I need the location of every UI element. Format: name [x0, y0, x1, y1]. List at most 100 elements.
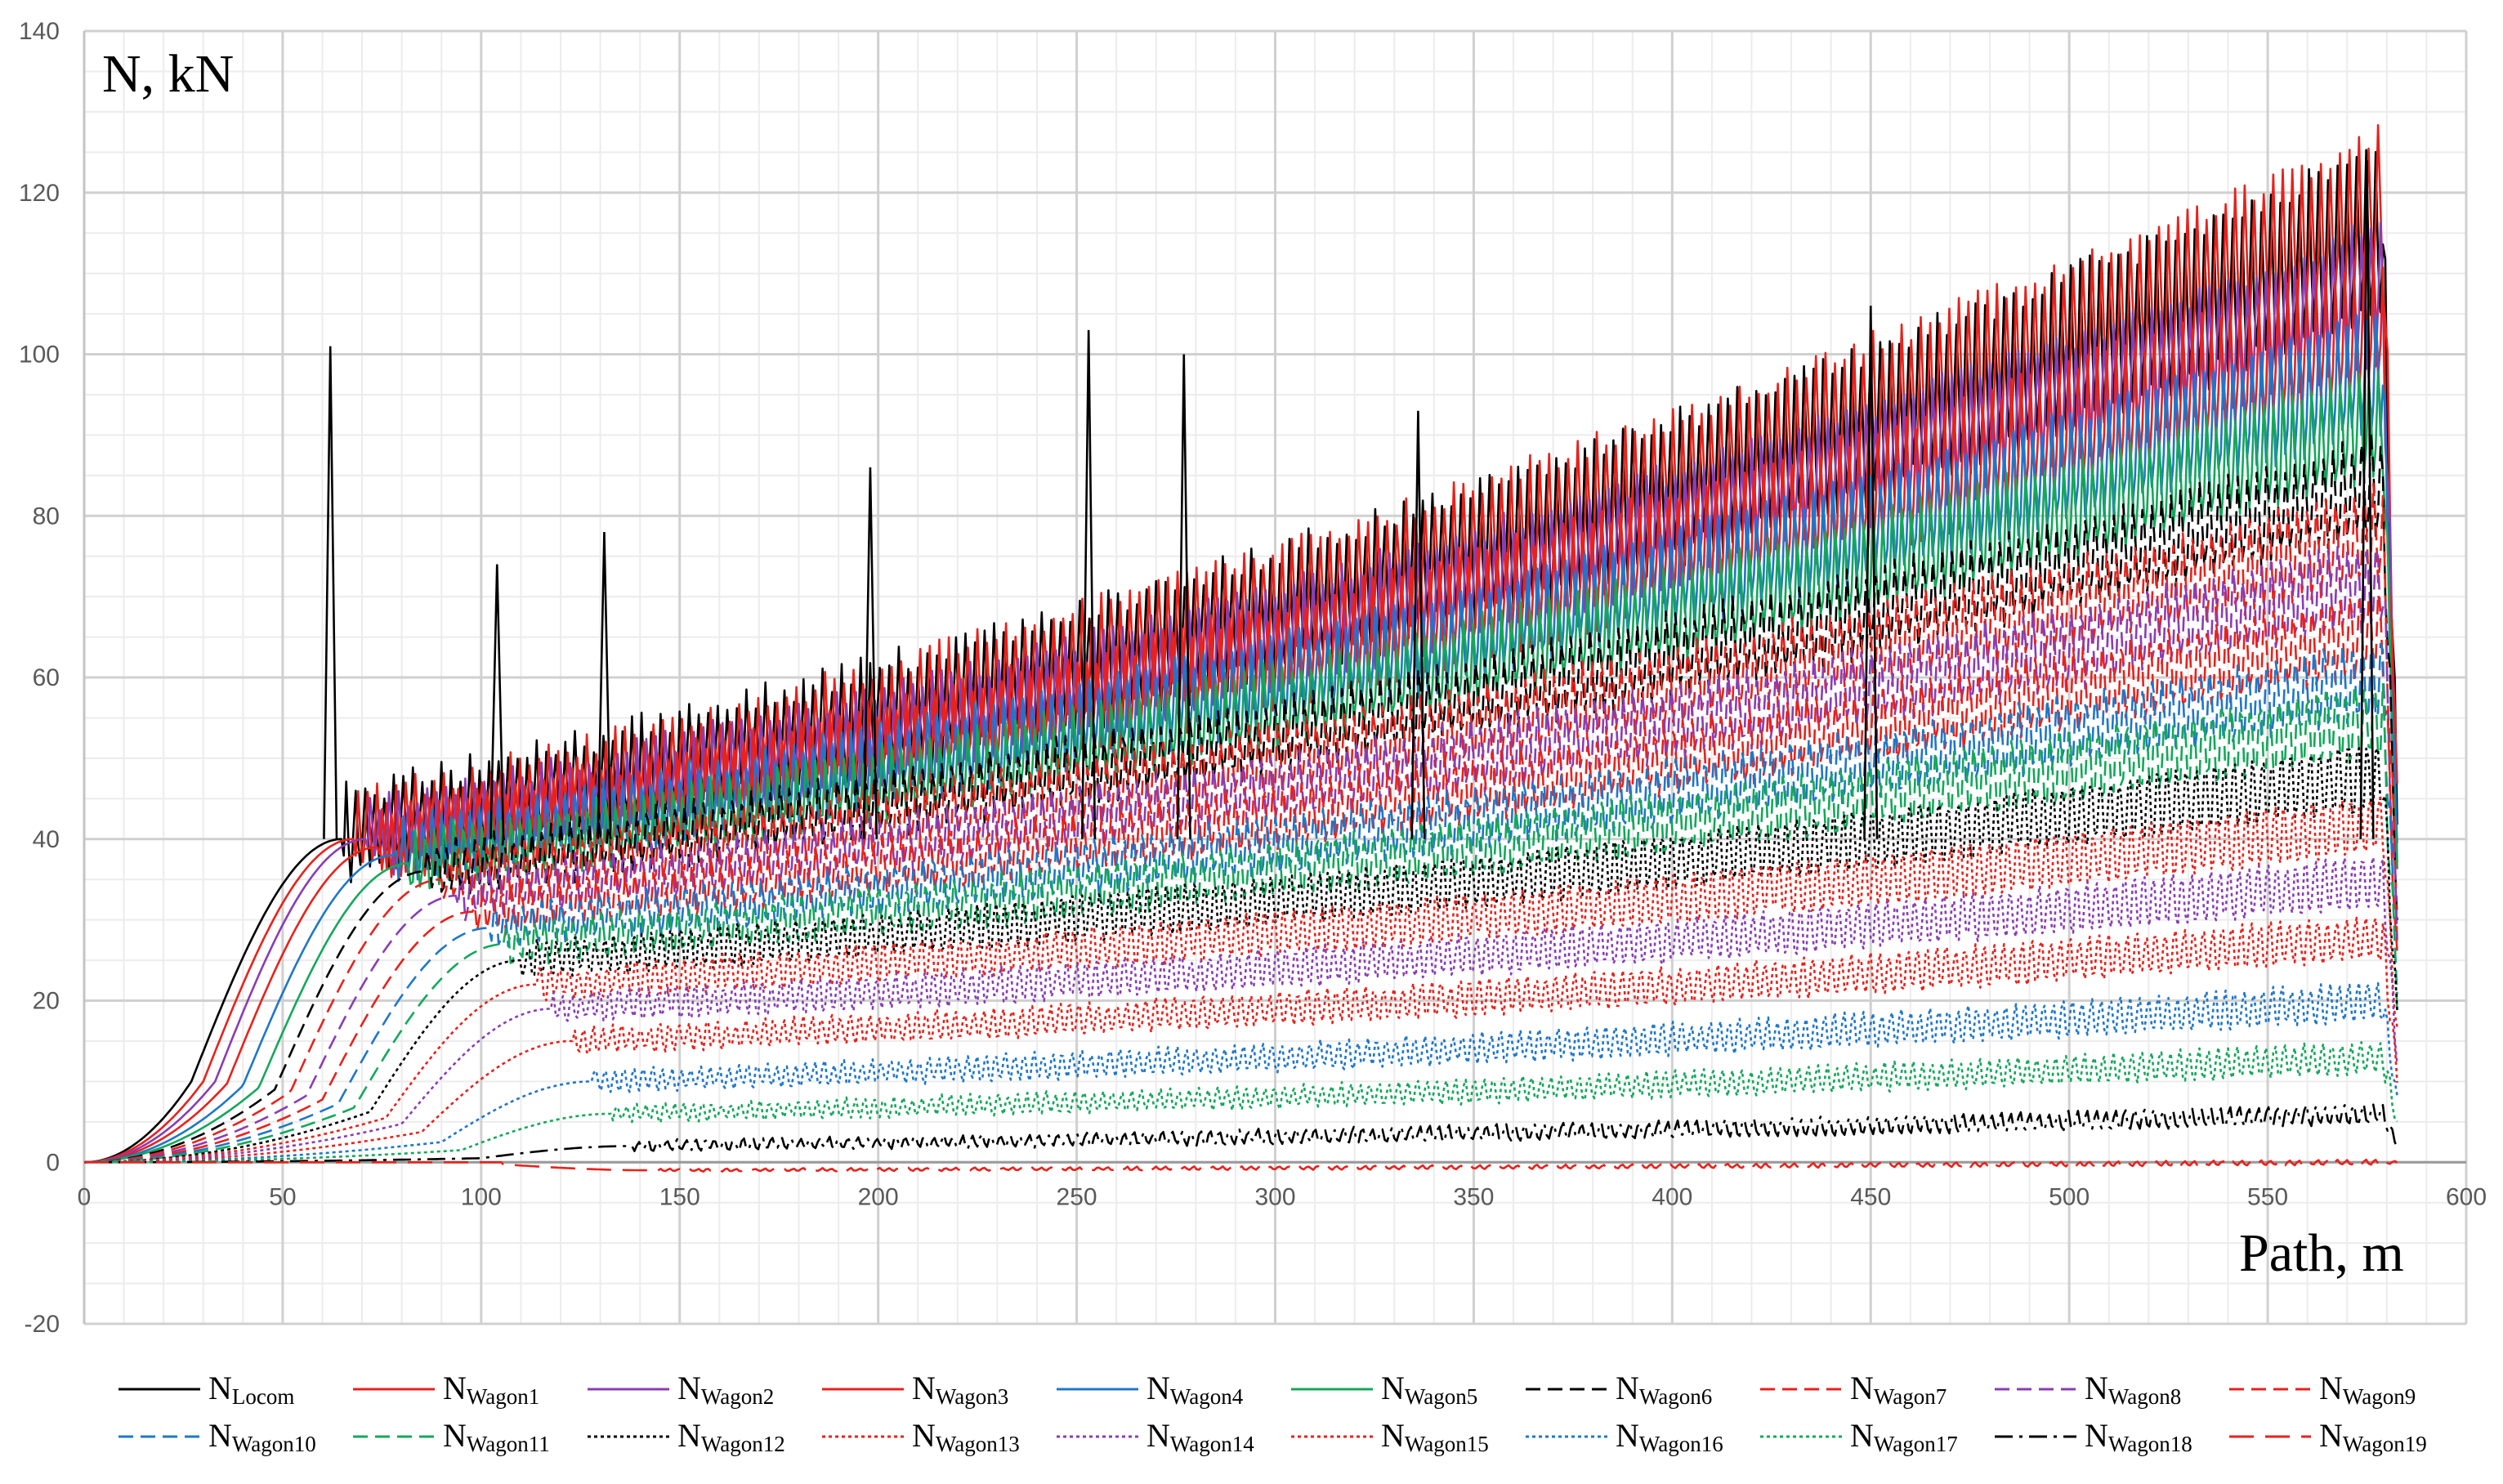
legend-label-subscript: Locom — [232, 1384, 294, 1409]
peak-spike — [323, 346, 338, 839]
legend-label-subscript: Wagon7 — [1874, 1384, 1947, 1409]
legend-label-subscript: Wagon9 — [2343, 1384, 2416, 1409]
legend-label-base: N — [1146, 1417, 1170, 1454]
x-tick-label: 250 — [1057, 1183, 1097, 1210]
y-tick-label: 100 — [19, 342, 60, 369]
legend-label-subscript: Wagon1 — [467, 1384, 539, 1409]
legend-label-subscript: Wagon10 — [232, 1432, 316, 1456]
x-tick-label: 400 — [1652, 1183, 1692, 1210]
legend-label-subscript: Wagon12 — [701, 1432, 785, 1456]
x-tick-label: 450 — [1850, 1183, 1891, 1210]
legend-label: NWagon15 — [1381, 1417, 1489, 1456]
x-tick-label: 550 — [2247, 1183, 2288, 1210]
series-line-wagon14 — [83, 856, 2398, 1164]
legend-label-subscript: Wagon2 — [701, 1384, 774, 1409]
legend-label-subscript: Wagon4 — [1170, 1384, 1244, 1409]
legend-label-subscript: Wagon13 — [936, 1432, 1020, 1456]
series-line-wagon11 — [83, 682, 2398, 1164]
legend-label: NWagon4 — [1146, 1370, 1244, 1409]
peak-spike — [1863, 306, 1879, 839]
y-axis-title: N, kN — [102, 44, 234, 104]
legend-label-base: N — [912, 1417, 936, 1454]
x-tick-label: 0 — [78, 1183, 92, 1210]
legend-label: NWagon9 — [2319, 1370, 2416, 1409]
legend-label: NWagon11 — [443, 1417, 550, 1456]
legend-label-subscript: Wagon19 — [2343, 1432, 2427, 1456]
legend-label: NWagon5 — [1381, 1370, 1477, 1409]
x-tick-label: 300 — [1254, 1183, 1295, 1210]
legend-label-base: N — [1381, 1370, 1405, 1406]
series-line-wagon13 — [83, 796, 2398, 1164]
series-line-locom — [83, 149, 2398, 1164]
legend-label-base: N — [1616, 1417, 1639, 1454]
legend-label-base: N — [1850, 1370, 1874, 1406]
x-tick-label: 200 — [858, 1183, 899, 1210]
legend-label-base: N — [1616, 1370, 1639, 1406]
legend-label-subscript: Wagon17 — [1874, 1432, 1958, 1456]
peak-spike — [862, 467, 878, 839]
legend-label: NWagon7 — [1850, 1370, 1947, 1409]
legend-label-subscript: Wagon11 — [467, 1432, 550, 1456]
series-line-wagon7 — [83, 482, 2398, 1164]
legend-label-subscript: Wagon6 — [1639, 1384, 1712, 1409]
tick-labels: 0 50 100 150 200 250 300 350 400 450 500 550 600 -20 0… — [19, 18, 2487, 1338]
x-tick-label: 600 — [2446, 1183, 2487, 1210]
legend-label-subscript: Wagon3 — [936, 1384, 1008, 1409]
y-tick-label: 40 — [33, 826, 60, 853]
series-line-wagon4 — [83, 314, 2398, 1164]
x-tick-label: 350 — [1453, 1183, 1494, 1210]
series-line-wagon17 — [83, 1041, 2398, 1164]
legend-label: NWagon6 — [1616, 1370, 1712, 1409]
legend-label-base: N — [2085, 1370, 2108, 1406]
legend-label: NWagon16 — [1616, 1417, 1723, 1456]
y-tick-label: 60 — [33, 664, 60, 691]
x-tick-label: 100 — [461, 1183, 502, 1210]
legend-label-base: N — [2319, 1370, 2343, 1406]
legend-label: NWagon10 — [208, 1417, 316, 1456]
peak-spike — [597, 531, 612, 839]
legend-label-base: N — [208, 1417, 232, 1454]
legend-label: NWagon12 — [677, 1417, 785, 1456]
legend-label: NWagon18 — [2085, 1417, 2192, 1456]
legend-label: NWagon1 — [443, 1370, 539, 1409]
legend: NLocom NWagon1 NWagon2 NWagon3 NWagon4 NWagon… — [118, 1370, 2427, 1456]
series-line-wagon19 — [84, 1158, 2398, 1173]
series-line-wagon18 — [83, 1103, 2398, 1164]
legend-label-base: N — [677, 1370, 701, 1406]
legend-label: NWagon13 — [912, 1417, 1020, 1456]
legend-label-base: N — [912, 1370, 936, 1406]
legend-label-subscript: Wagon15 — [1405, 1432, 1489, 1456]
x-tick-label: 150 — [659, 1183, 700, 1210]
legend-label-subscript: Wagon8 — [2108, 1384, 2181, 1409]
series-layer — [83, 123, 2398, 1173]
legend-label: NWagon19 — [2319, 1417, 2427, 1456]
y-tick-label: 140 — [19, 18, 60, 45]
legend-label: NWagon8 — [2085, 1370, 2181, 1409]
legend-label-base: N — [2319, 1417, 2343, 1454]
legend-label-base: N — [2085, 1417, 2108, 1454]
peak-spike — [489, 564, 505, 839]
y-tick-label: -20 — [25, 1311, 60, 1338]
legend-label-subscript: Wagon14 — [1170, 1432, 1254, 1456]
legend-label-subscript: Wagon5 — [1405, 1384, 1477, 1409]
legend-label-base: N — [443, 1370, 467, 1406]
legend-label-base: N — [677, 1417, 701, 1454]
legend-label-base: N — [1850, 1417, 1874, 1454]
y-tick-label: 20 — [33, 988, 60, 1015]
peak-spike — [2359, 160, 2375, 839]
legend-label: NLocom — [208, 1370, 294, 1409]
peak-spike — [1176, 354, 1191, 839]
legend-label: NWagon14 — [1146, 1417, 1254, 1456]
x-tick-label: 50 — [269, 1183, 296, 1210]
legend-label: NWagon2 — [677, 1370, 774, 1409]
series-line-wagon15 — [83, 916, 2398, 1164]
y-tick-label: 80 — [33, 503, 60, 530]
peak-spike — [1081, 329, 1097, 839]
legend-label: NWagon3 — [912, 1370, 1008, 1409]
y-tick-label: 120 — [19, 180, 60, 207]
legend-label: NWagon17 — [1850, 1417, 1958, 1456]
legend-label-base: N — [443, 1417, 467, 1454]
x-axis-title: Path, m — [2239, 1223, 2404, 1283]
